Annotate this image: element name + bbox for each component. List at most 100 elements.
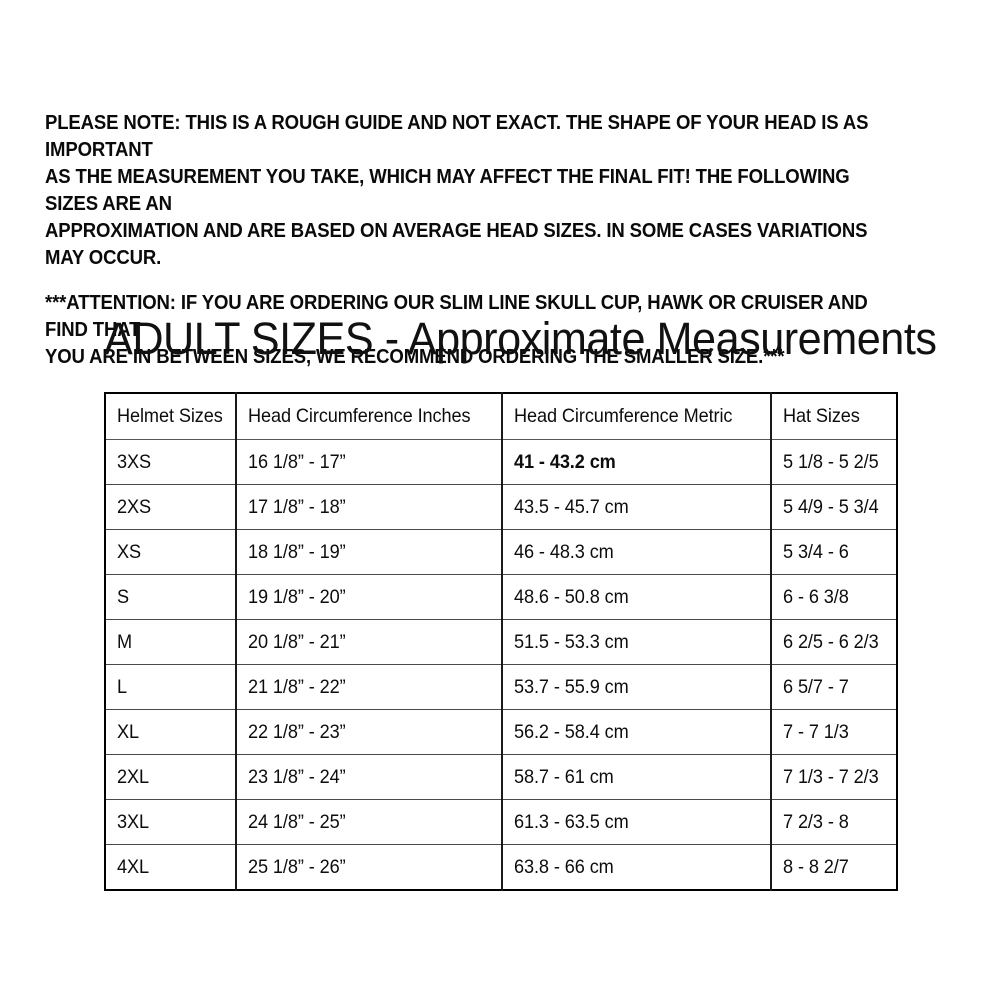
cell-hat-size: 6 2/5 - 6 2/3	[771, 619, 897, 665]
table-header: Helmet Sizes Head Circumference Inches H…	[105, 393, 897, 440]
cell-hat-size-value: 8 - 8 2/7	[783, 855, 849, 878]
cell-hat-size-value: 7 2/3 - 8	[783, 810, 849, 833]
cell-hat-size-value: 6 - 6 3/8	[783, 585, 849, 608]
table-row: L 21 1/8” - 22” 53.7 - 55.9 cm 6 5/7 - 7	[105, 664, 897, 710]
cell-helmet-size: XL	[105, 709, 237, 755]
cell-hat-size: 7 - 7 1/3	[771, 709, 897, 755]
cell-head-circumference-metric: 58.7 - 61 cm	[502, 754, 772, 800]
cell-head-circumference-metric-value: 63.8 - 66 cm	[514, 855, 614, 878]
cell-head-circumference-inches: 16 1/8” - 17”	[236, 439, 503, 485]
cell-helmet-size: 2XL	[105, 754, 237, 800]
cell-helmet-size-value: 2XL	[117, 765, 149, 788]
cell-helmet-size-value: XL	[117, 720, 140, 743]
cell-head-circumference-inches-value: 25 1/8” - 26”	[248, 855, 346, 878]
size-chart-table: Helmet Sizes Head Circumference Inches H…	[104, 392, 898, 891]
table-row: 3XS 16 1/8” - 17” 41 - 43.2 cm 5 1/8 - 5 2/…	[105, 439, 897, 485]
cell-head-circumference-metric: 48.6 - 50.8 cm	[502, 574, 772, 620]
cell-hat-size: 6 - 6 3/8	[771, 574, 897, 620]
cell-head-circumference-inches: 24 1/8” - 25”	[236, 799, 503, 845]
cell-helmet-size-value: L	[117, 675, 127, 698]
cell-head-circumference-metric-value: 46 - 48.3 cm	[514, 540, 614, 563]
cell-head-circumference-metric: 56.2 - 58.4 cm	[502, 709, 772, 755]
cell-hat-size: 7 1/3 - 7 2/3	[771, 754, 897, 800]
note-paragraph-attention: ***ATTENTION: IF YOU ARE ORDERING OUR SL…	[45, 291, 868, 368]
cell-helmet-size: M	[105, 619, 237, 665]
cell-hat-size-value: 7 1/3 - 7 2/3	[783, 765, 879, 788]
cell-head-circumference-metric-value: 43.5 - 45.7 cm	[514, 495, 629, 518]
cell-helmet-size-value: 3XS	[117, 450, 152, 473]
cell-hat-size-value: 7 - 7 1/3	[783, 720, 849, 743]
column-header-head-circumference-metric-label: Head Circumference Metric	[514, 405, 733, 427]
table-body: 3XS 16 1/8” - 17” 41 - 43.2 cm 5 1/8 - 5 2/…	[105, 439, 897, 891]
table-row: 2XL 23 1/8” - 24” 58.7 - 61 cm 7 1/3 - 7 2/…	[105, 754, 897, 800]
cell-head-circumference-metric: 46 - 48.3 cm	[502, 529, 772, 575]
intro-notes: PLEASE NOTE: THIS IS A ROUGH GUIDE AND N…	[45, 109, 955, 370]
cell-hat-size-value: 6 2/5 - 6 2/3	[783, 630, 879, 653]
cell-head-circumference-inches: 17 1/8” - 18”	[236, 484, 503, 530]
cell-hat-size-value: 5 3/4 - 6	[783, 540, 849, 563]
table-row: 3XL 24 1/8” - 25” 61.3 - 63.5 cm 7 2/3 - 8	[105, 799, 897, 845]
table-row: 2XS 17 1/8” - 18” 43.5 - 45.7 cm 5 4/9 - 5 …	[105, 484, 897, 530]
cell-hat-size: 5 4/9 - 5 3/4	[771, 484, 897, 530]
column-header-helmet-sizes: Helmet Sizes	[105, 393, 237, 440]
cell-hat-size: 5 1/8 - 5 2/5	[771, 439, 897, 485]
cell-head-circumference-inches-value: 19 1/8” - 20”	[248, 585, 346, 608]
cell-head-circumference-metric-value: 58.7 - 61 cm	[514, 765, 614, 788]
cell-head-circumference-inches: 23 1/8” - 24”	[236, 754, 503, 800]
cell-helmet-size-value: XS	[117, 540, 142, 563]
cell-helmet-size: S	[105, 574, 237, 620]
cell-head-circumference-metric-value: 41 - 43.2 cm	[514, 450, 616, 473]
cell-head-circumference-metric-value: 61.3 - 63.5 cm	[514, 810, 629, 833]
cell-head-circumference-metric: 63.8 - 66 cm	[502, 844, 772, 890]
cell-head-circumference-inches-value: 24 1/8” - 25”	[248, 810, 346, 833]
cell-hat-size: 8 - 8 2/7	[771, 845, 897, 891]
cell-helmet-size: 2XS	[105, 484, 237, 530]
cell-hat-size: 5 3/4 - 6	[771, 529, 897, 575]
table-row: S 19 1/8” - 20” 48.6 - 50.8 cm 6 - 6 3/8	[105, 574, 897, 620]
cell-head-circumference-metric: 61.3 - 63.5 cm	[502, 799, 772, 845]
table-row: XS 18 1/8” - 19” 46 - 48.3 cm 5 3/4 - 6	[105, 529, 897, 575]
column-header-helmet-sizes-label: Helmet Sizes	[117, 405, 223, 427]
cell-head-circumference-inches: 20 1/8” - 21”	[236, 619, 503, 665]
column-header-head-circumference-metric: Head Circumference Metric	[502, 393, 772, 440]
table-row: XL 22 1/8” - 23” 56.2 - 58.4 cm 7 - 7 1/3	[105, 709, 897, 755]
cell-hat-size: 7 2/3 - 8	[771, 799, 897, 845]
cell-helmet-size-value: S	[117, 585, 130, 608]
cell-head-circumference-metric: 43.5 - 45.7 cm	[502, 484, 772, 530]
cell-head-circumference-inches: 18 1/8” - 19”	[236, 529, 503, 575]
cell-head-circumference-inches-value: 22 1/8” - 23”	[248, 720, 346, 743]
cell-helmet-size: XS	[105, 529, 237, 575]
cell-helmet-size: 4XL	[105, 844, 237, 890]
cell-hat-size-value: 6 5/7 - 7	[783, 675, 849, 698]
cell-helmet-size-value: M	[117, 630, 133, 653]
cell-head-circumference-inches-value: 16 1/8” - 17”	[248, 450, 346, 473]
cell-head-circumference-inches: 22 1/8” - 23”	[236, 709, 503, 755]
cell-helmet-size-value: 2XS	[117, 495, 152, 518]
cell-head-circumference-inches-value: 20 1/8” - 21”	[248, 630, 346, 653]
column-header-head-circumference-inches-label: Head Circumference Inches	[248, 405, 471, 427]
cell-head-circumference-metric-value: 53.7 - 55.9 cm	[514, 675, 629, 698]
column-header-hat-sizes: Hat Sizes	[771, 393, 897, 440]
cell-head-circumference-metric-value: 56.2 - 58.4 cm	[514, 720, 629, 743]
cell-helmet-size: 3XS	[105, 439, 237, 485]
column-header-hat-sizes-label: Hat Sizes	[783, 405, 860, 427]
cell-helmet-size: L	[105, 664, 237, 710]
cell-head-circumference-metric: 53.7 - 55.9 cm	[502, 664, 772, 710]
note-paragraph-general: PLEASE NOTE: THIS IS A ROUGH GUIDE AND N…	[45, 111, 869, 269]
cell-helmet-size: 3XL	[105, 799, 237, 845]
cell-helmet-size-value: 3XL	[117, 810, 149, 833]
column-header-head-circumference-inches: Head Circumference Inches	[236, 393, 503, 440]
table-row: M 20 1/8” - 21” 51.5 - 53.3 cm 6 2/5 - 6 2/…	[105, 619, 897, 665]
cell-head-circumference-inches: 19 1/8” - 20”	[236, 574, 503, 620]
page-title: ADULT SIZES - Approximate Measurements	[104, 313, 937, 364]
table-row: 4XL 25 1/8” - 26” 63.8 - 66 cm 8 - 8 2/7	[105, 844, 897, 891]
cell-head-circumference-metric: 41 - 43.2 cm	[502, 439, 772, 485]
cell-head-circumference-inches: 25 1/8” - 26”	[236, 844, 503, 890]
cell-hat-size-value: 5 4/9 - 5 3/4	[783, 495, 879, 518]
cell-head-circumference-inches-value: 18 1/8” - 19”	[248, 540, 346, 563]
size-chart-table-container: Helmet Sizes Head Circumference Inches H…	[104, 392, 898, 891]
cell-helmet-size-value: 4XL	[117, 855, 149, 878]
table-header-row: Helmet Sizes Head Circumference Inches H…	[105, 393, 897, 440]
cell-head-circumference-metric-value: 51.5 - 53.3 cm	[514, 630, 629, 653]
cell-head-circumference-inches-value: 23 1/8” - 24”	[248, 765, 346, 788]
